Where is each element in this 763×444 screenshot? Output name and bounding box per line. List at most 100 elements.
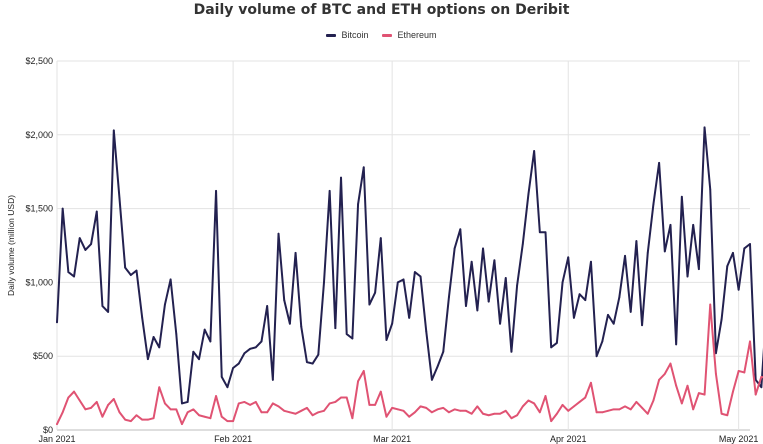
data-point-ethereum bbox=[300, 409, 303, 412]
data-point-bitcoin bbox=[419, 275, 422, 278]
data-point-ethereum bbox=[175, 408, 178, 411]
series-line-ethereum bbox=[56, 303, 763, 426]
data-point-bitcoin bbox=[504, 277, 507, 279]
data-point-ethereum bbox=[90, 406, 92, 409]
data-point-bitcoin bbox=[152, 336, 155, 338]
data-point-ethereum bbox=[465, 409, 467, 412]
data-point-ethereum bbox=[431, 411, 433, 414]
x-tick-label: Apr 2021 bbox=[550, 434, 587, 444]
data-point-ethereum bbox=[499, 412, 501, 415]
data-point-bitcoin bbox=[232, 367, 234, 369]
data-point-ethereum bbox=[391, 406, 394, 409]
data-point-ethereum bbox=[686, 384, 689, 387]
data-point-bitcoin bbox=[527, 192, 530, 195]
data-point-bitcoin bbox=[760, 386, 763, 389]
data-point-bitcoin bbox=[226, 386, 229, 389]
data-point-bitcoin bbox=[476, 309, 479, 312]
data-point-ethereum bbox=[720, 412, 723, 415]
data-point-ethereum bbox=[544, 395, 547, 397]
data-point-ethereum bbox=[595, 411, 598, 414]
data-point-ethereum bbox=[323, 409, 325, 412]
data-point-ethereum bbox=[601, 411, 604, 414]
data-point-bitcoin bbox=[754, 378, 757, 381]
data-point-bitcoin bbox=[78, 237, 81, 240]
data-point-ethereum bbox=[590, 381, 592, 384]
axis-layer: $0 $500 $1,000 $1,500 $2,000 $2,500 Jan 2021 Fe… bbox=[6, 56, 758, 444]
y-tick-label: $0 bbox=[43, 425, 53, 435]
data-point-ethereum bbox=[743, 371, 746, 374]
data-point-ethereum bbox=[607, 409, 609, 412]
data-point-bitcoin bbox=[164, 303, 166, 306]
data-point-bitcoin bbox=[652, 203, 655, 206]
data-point-ethereum bbox=[448, 411, 450, 414]
series-layer bbox=[56, 126, 763, 426]
data-point-bitcoin bbox=[624, 254, 626, 257]
data-point-ethereum bbox=[419, 405, 422, 408]
data-point-ethereum bbox=[476, 405, 479, 408]
data-point-ethereum bbox=[181, 423, 183, 425]
data-point-bitcoin bbox=[328, 189, 331, 192]
data-point-bitcoin bbox=[107, 311, 110, 313]
data-point-bitcoin bbox=[720, 318, 723, 321]
legend-item-ethereum[interactable]: Ethereum bbox=[382, 30, 437, 40]
data-point-ethereum bbox=[271, 402, 274, 405]
data-point-ethereum bbox=[107, 404, 110, 406]
data-point-ethereum bbox=[243, 401, 246, 403]
data-point-bitcoin bbox=[351, 337, 354, 340]
data-point-ethereum bbox=[169, 408, 172, 411]
data-point-ethereum bbox=[510, 417, 513, 420]
data-point-bitcoin bbox=[635, 240, 638, 242]
data-point-bitcoin bbox=[629, 311, 632, 313]
data-point-ethereum bbox=[186, 411, 189, 414]
data-point-ethereum bbox=[396, 408, 399, 411]
data-point-bitcoin bbox=[709, 188, 712, 191]
data-point-bitcoin bbox=[306, 361, 308, 363]
data-point-bitcoin bbox=[669, 223, 672, 226]
data-point-bitcoin bbox=[192, 350, 195, 353]
data-point-ethereum bbox=[538, 411, 541, 414]
y-tick-label: $1,000 bbox=[25, 277, 53, 287]
data-point-ethereum bbox=[56, 423, 58, 425]
data-point-ethereum bbox=[584, 396, 587, 399]
data-point-ethereum bbox=[311, 414, 314, 417]
data-point-bitcoin bbox=[374, 291, 376, 294]
data-point-ethereum bbox=[402, 409, 405, 412]
data-point-ethereum bbox=[249, 404, 252, 406]
data-point-bitcoin bbox=[402, 278, 405, 281]
data-point-bitcoin bbox=[413, 271, 416, 273]
data-point-ethereum bbox=[362, 370, 365, 372]
data-point-bitcoin bbox=[459, 228, 462, 231]
data-point-bitcoin bbox=[288, 322, 291, 325]
data-point-bitcoin bbox=[726, 265, 729, 268]
data-point-bitcoin bbox=[465, 305, 467, 307]
data-point-ethereum bbox=[561, 404, 564, 406]
data-point-bitcoin bbox=[334, 327, 337, 330]
data-point-ethereum bbox=[226, 420, 229, 423]
data-point-ethereum bbox=[470, 412, 473, 415]
data-point-ethereum bbox=[669, 362, 672, 365]
data-point-bitcoin bbox=[186, 401, 189, 403]
data-point-bitcoin bbox=[209, 340, 212, 343]
data-point-bitcoin bbox=[118, 197, 121, 200]
data-point-bitcoin bbox=[61, 207, 64, 210]
data-point-ethereum bbox=[306, 406, 308, 409]
data-point-ethereum bbox=[578, 401, 581, 403]
legend-item-bitcoin[interactable]: Bitcoin bbox=[326, 30, 368, 40]
series-line-bitcoin bbox=[56, 126, 763, 405]
data-point-bitcoin bbox=[715, 352, 717, 355]
data-point-ethereum bbox=[726, 414, 729, 417]
data-point-ethereum bbox=[675, 384, 678, 387]
data-point-ethereum bbox=[521, 405, 524, 408]
data-point-ethereum bbox=[288, 411, 291, 414]
legend-label-ethereum: Ethereum bbox=[397, 30, 437, 40]
data-point-bitcoin bbox=[703, 126, 706, 129]
data-point-bitcoin bbox=[561, 281, 564, 284]
data-point-bitcoin bbox=[680, 195, 683, 198]
data-point-ethereum bbox=[351, 417, 354, 420]
data-point-ethereum bbox=[164, 402, 166, 405]
data-point-bitcoin bbox=[499, 322, 501, 325]
data-point-ethereum bbox=[663, 373, 666, 375]
chart-title: Daily volume of BTC and ETH options on D… bbox=[193, 2, 570, 18]
